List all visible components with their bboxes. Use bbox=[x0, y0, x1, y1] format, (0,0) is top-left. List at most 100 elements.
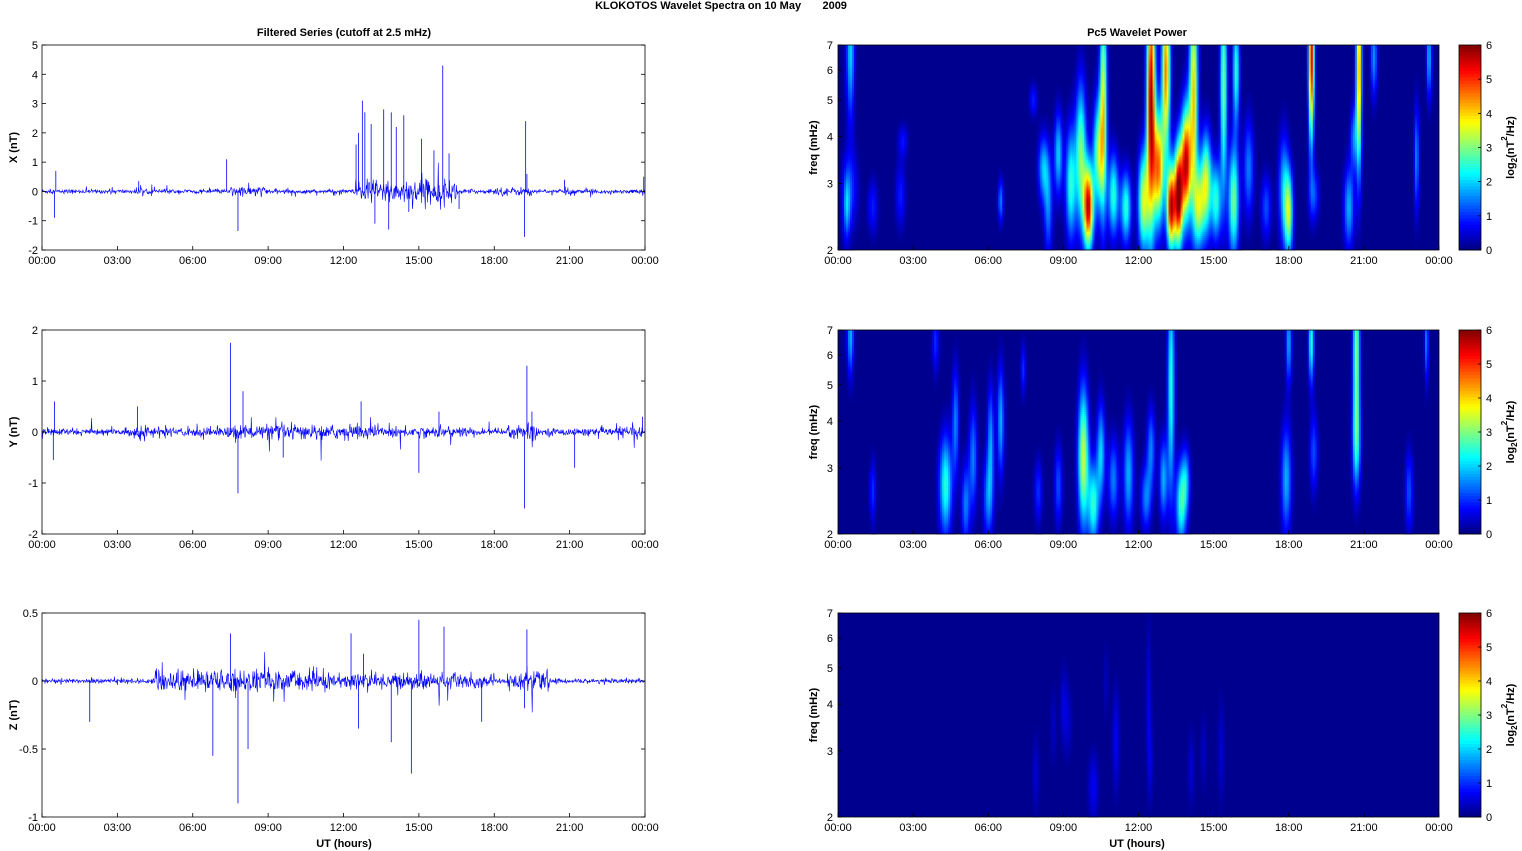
heat-cell bbox=[902, 147, 905, 150]
heat-cell bbox=[1092, 131, 1095, 134]
heat-cell bbox=[842, 157, 845, 161]
heat-cell bbox=[1074, 225, 1077, 228]
heat-cell bbox=[1078, 239, 1081, 243]
heat-cell bbox=[866, 198, 869, 202]
heat-cell bbox=[848, 69, 851, 72]
heat-cell bbox=[1046, 245, 1049, 249]
heat-cell bbox=[900, 186, 903, 189]
heat-cell bbox=[904, 231, 907, 234]
heat-cell bbox=[1088, 182, 1091, 185]
heat-cell bbox=[1100, 178, 1103, 181]
signal-trace bbox=[41, 652, 646, 713]
heat-cell bbox=[858, 178, 861, 181]
heat-cell bbox=[1072, 239, 1075, 243]
heat-cell bbox=[876, 211, 879, 214]
heat-cell bbox=[1068, 94, 1071, 97]
heat-cell bbox=[1064, 215, 1067, 218]
heat-cell bbox=[1096, 51, 1099, 54]
heat-cell bbox=[1108, 120, 1111, 124]
heat-cell bbox=[1072, 243, 1075, 247]
heat-cell bbox=[852, 245, 855, 249]
heat-cell bbox=[1092, 196, 1095, 200]
heat-cell bbox=[898, 192, 901, 195]
heat-cell bbox=[846, 133, 849, 136]
heat-cell bbox=[1092, 94, 1095, 97]
heat-cell bbox=[1108, 88, 1111, 91]
heat-cell bbox=[1060, 172, 1063, 175]
heat-cell bbox=[1062, 221, 1065, 224]
heat-cell bbox=[1088, 165, 1091, 169]
heat-cell bbox=[1088, 102, 1091, 105]
heat-cell bbox=[1080, 59, 1083, 62]
heat-cell bbox=[850, 96, 853, 99]
heat-cell bbox=[1110, 129, 1113, 132]
heat-cell bbox=[1098, 227, 1101, 230]
heat-cell bbox=[842, 243, 845, 247]
heat-cell bbox=[894, 204, 897, 208]
heat-cell bbox=[1078, 237, 1081, 241]
heat-cell bbox=[856, 176, 859, 179]
heat-cell bbox=[844, 96, 847, 99]
heat-cell bbox=[846, 75, 849, 79]
heat-cell bbox=[1076, 100, 1079, 103]
heat-cell bbox=[1072, 81, 1075, 85]
heat-cell bbox=[854, 198, 857, 202]
heat-cell bbox=[1076, 247, 1079, 251]
heat-cell bbox=[1078, 108, 1081, 111]
heat-cell bbox=[1096, 172, 1099, 175]
heat-cell bbox=[1052, 184, 1055, 187]
heat-cell bbox=[1096, 53, 1099, 56]
heat-cell bbox=[1096, 77, 1099, 81]
heat-cell bbox=[1108, 59, 1111, 62]
heat-cell bbox=[1088, 100, 1091, 103]
heat-cell bbox=[850, 186, 853, 189]
heat-cell bbox=[876, 231, 879, 234]
heat-cell bbox=[1098, 83, 1101, 87]
heat-cell bbox=[1080, 163, 1083, 167]
heat-cell bbox=[1046, 206, 1049, 210]
heat-cell bbox=[1110, 194, 1113, 197]
heat-cell bbox=[1062, 206, 1065, 210]
heat-cell bbox=[898, 188, 901, 191]
heat-cell bbox=[1060, 120, 1063, 124]
heat-cell bbox=[1086, 116, 1089, 120]
heat-cell bbox=[1034, 176, 1037, 179]
heat-cell bbox=[856, 192, 859, 195]
heat-cell bbox=[1050, 149, 1053, 152]
heat-cell bbox=[842, 221, 845, 224]
heat-cell bbox=[1084, 170, 1087, 173]
heat-cell bbox=[1054, 137, 1057, 140]
x-tick-label: 09:00 bbox=[254, 822, 282, 834]
heat-cell bbox=[1002, 202, 1005, 206]
heat-cell bbox=[1094, 227, 1097, 230]
heat-cell bbox=[1086, 157, 1089, 161]
heat-cell bbox=[1002, 213, 1005, 216]
heat-cell bbox=[1036, 184, 1039, 187]
heat-cell bbox=[1042, 127, 1045, 130]
heat-cell bbox=[1038, 143, 1041, 146]
heat-cell bbox=[1044, 243, 1047, 247]
heat-cell bbox=[1100, 192, 1103, 195]
heat-cell bbox=[1108, 219, 1111, 222]
heat-cell bbox=[904, 194, 907, 197]
heat-cell bbox=[1044, 211, 1047, 214]
heat-cell bbox=[1044, 151, 1047, 154]
heat-cell bbox=[1046, 114, 1049, 118]
heat-cell bbox=[1052, 155, 1055, 159]
heat-cell bbox=[1072, 194, 1075, 197]
heat-cell bbox=[1070, 88, 1073, 91]
heat-cell bbox=[1086, 129, 1089, 132]
heat-cell bbox=[844, 77, 847, 81]
heat-cell bbox=[1080, 182, 1083, 185]
heat-cell bbox=[902, 118, 905, 122]
heat-cell bbox=[1074, 104, 1077, 107]
heat-cell bbox=[1102, 192, 1105, 195]
heat-cell bbox=[1096, 192, 1099, 195]
heat-cell bbox=[1102, 243, 1105, 247]
heat-cell bbox=[1070, 229, 1073, 232]
heat-cell bbox=[1046, 129, 1049, 132]
heat-cell bbox=[1002, 182, 1005, 185]
heat-cell bbox=[840, 227, 843, 230]
heat-cell bbox=[874, 221, 877, 224]
